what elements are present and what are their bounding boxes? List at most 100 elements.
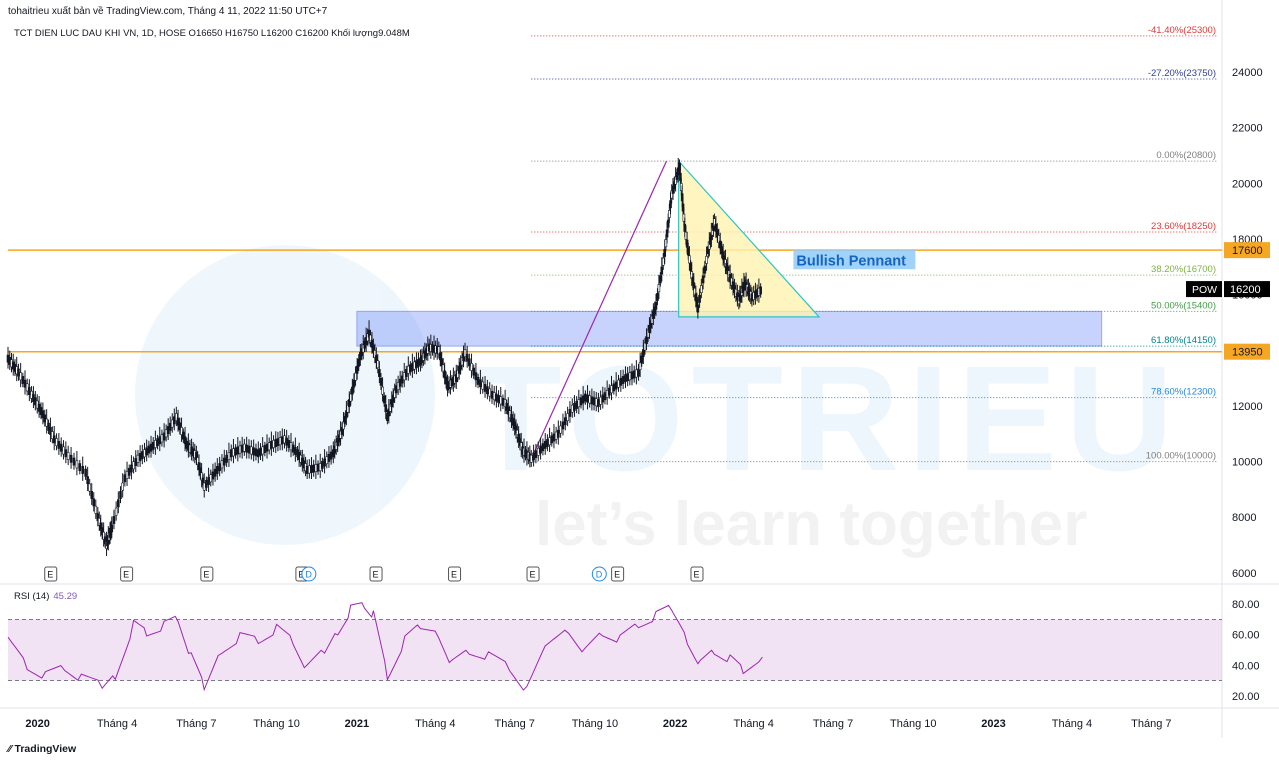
rsi-tick-label: 60.00 <box>1232 630 1260 642</box>
candle-body <box>145 447 148 456</box>
candle-body <box>227 452 231 460</box>
candle-body <box>703 265 707 274</box>
earnings-marker-icon <box>448 566 462 582</box>
earnings-marker-icon <box>120 566 134 582</box>
candle-body <box>470 363 473 371</box>
candle-body <box>492 392 496 401</box>
candle-body <box>532 452 535 461</box>
event-marker-label: E <box>373 570 379 580</box>
candle-body <box>240 444 244 453</box>
candle-body <box>586 394 589 403</box>
candle-body <box>661 257 665 266</box>
candle-body <box>257 449 260 458</box>
symbol-tag <box>1186 281 1222 298</box>
time-tick-label: Tháng 7 <box>1131 718 1171 730</box>
candle-body <box>382 395 386 404</box>
candle-body <box>402 372 406 381</box>
candle-body <box>138 453 142 461</box>
candle-body <box>130 464 133 473</box>
candle-body <box>351 386 354 395</box>
candle-body <box>378 369 381 377</box>
candle-body <box>143 449 146 458</box>
candle-body <box>584 393 587 402</box>
candle-body <box>554 431 558 440</box>
candle-body <box>88 483 91 492</box>
rsi-band <box>8 619 1222 681</box>
candle-body <box>211 471 215 480</box>
candle-body <box>637 368 640 377</box>
candle-body <box>481 381 485 390</box>
candle-body <box>252 447 255 456</box>
event-marker-label: E <box>693 570 699 580</box>
candle-body <box>700 285 703 294</box>
candle-body <box>384 404 388 413</box>
candle-body <box>314 464 318 472</box>
candle-body <box>162 432 166 441</box>
candle-body <box>499 396 503 405</box>
price-tick-label: 24000 <box>1232 67 1263 79</box>
candle-body <box>305 466 309 474</box>
price-tick-label: 12000 <box>1232 401 1263 413</box>
candle-body <box>180 427 183 435</box>
candle-body <box>413 361 416 370</box>
candle-body <box>329 451 333 460</box>
time-tick-label: Tháng 7 <box>813 718 853 730</box>
candle-body <box>52 435 56 444</box>
candle-body <box>590 396 594 405</box>
candle-body <box>245 444 248 453</box>
candle-body <box>617 379 620 388</box>
candle-body <box>59 443 63 452</box>
candle-body <box>123 474 127 483</box>
candle-body <box>608 387 611 396</box>
candle-body <box>291 444 295 453</box>
candle-body <box>381 386 384 395</box>
candle-body <box>621 376 625 384</box>
brand-label: TradingView <box>14 743 77 755</box>
rsi-tick-label: 80.00 <box>1232 599 1260 611</box>
candle-body <box>597 399 600 408</box>
candle-body <box>250 446 253 455</box>
earnings-marker-icon <box>526 566 540 582</box>
candle-body <box>601 394 605 403</box>
candle-body <box>17 368 20 377</box>
candle-body <box>47 422 50 431</box>
candle-body <box>156 438 159 447</box>
price-tick-label: 10000 <box>1232 457 1263 469</box>
candle-body <box>90 491 94 499</box>
candle-body <box>696 304 700 313</box>
fib-level-label: 78.60%(12300) <box>1151 387 1216 398</box>
candle-body <box>628 372 632 381</box>
time-tick-label: Tháng 4 <box>1052 718 1092 730</box>
candle-body <box>327 453 331 462</box>
candle-body <box>51 431 54 440</box>
candle-body <box>594 398 598 407</box>
candle-body <box>274 439 278 447</box>
candle-body <box>357 358 361 367</box>
candle-body <box>539 445 542 454</box>
candle-body <box>263 445 267 453</box>
candle-body <box>563 417 567 426</box>
event-marker-label: E <box>451 570 457 580</box>
candle-body <box>117 499 120 508</box>
candle-body <box>705 255 708 264</box>
candle-body <box>663 249 667 257</box>
candle-body <box>490 390 494 399</box>
candle-body <box>287 440 291 448</box>
candle-body <box>552 433 556 442</box>
candle-body <box>352 379 356 388</box>
candle-body <box>407 365 410 374</box>
candle-body <box>404 369 408 377</box>
candle-body <box>209 474 213 483</box>
symbol-tag-label: POW <box>1192 284 1217 296</box>
candle-body <box>415 360 418 369</box>
candle-body <box>665 229 669 238</box>
candle-body <box>25 383 29 392</box>
candle-body <box>43 414 47 423</box>
candle-body <box>400 375 404 384</box>
candle-body <box>64 449 68 458</box>
bullish-pennant-shape <box>678 159 821 318</box>
candle-body <box>642 349 645 357</box>
candle-body <box>476 376 480 385</box>
candle-body <box>160 434 164 443</box>
